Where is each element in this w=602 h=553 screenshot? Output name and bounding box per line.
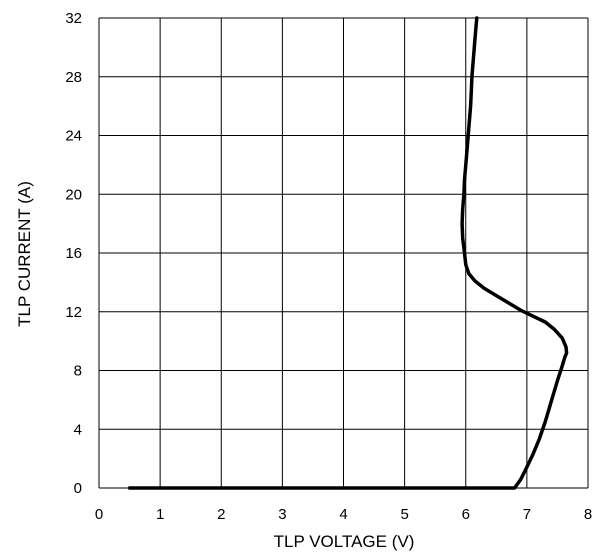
x-tick-label: 5	[400, 506, 408, 523]
y-tick-label: 0	[74, 480, 82, 497]
y-tick-label: 28	[65, 69, 82, 86]
x-tick-label: 0	[95, 506, 103, 523]
y-tick-label: 4	[74, 421, 82, 438]
x-tick-label: 1	[156, 506, 164, 523]
y-tick-label: 24	[65, 128, 82, 145]
x-tick-label: 4	[339, 506, 347, 523]
x-tick-label: 2	[217, 506, 225, 523]
x-tick-label: 3	[278, 506, 286, 523]
y-axis-title: TLP CURRENT (A)	[15, 181, 34, 327]
series-line	[127, 16, 569, 490]
y-tick-label: 8	[74, 363, 82, 380]
y-tick-label: 16	[65, 245, 82, 262]
series-layer	[127, 16, 569, 490]
x-tick-label: 8	[584, 506, 592, 523]
x-tick-label: 7	[523, 506, 531, 523]
y-tick-label: 32	[65, 10, 82, 27]
gridlines	[98, 17, 589, 489]
x-axis-title: TLP VOLTAGE (V)	[274, 532, 415, 551]
y-tick-label: 12	[65, 304, 82, 321]
y-tick-label: 20	[65, 186, 82, 203]
x-tick-label: 6	[462, 506, 470, 523]
